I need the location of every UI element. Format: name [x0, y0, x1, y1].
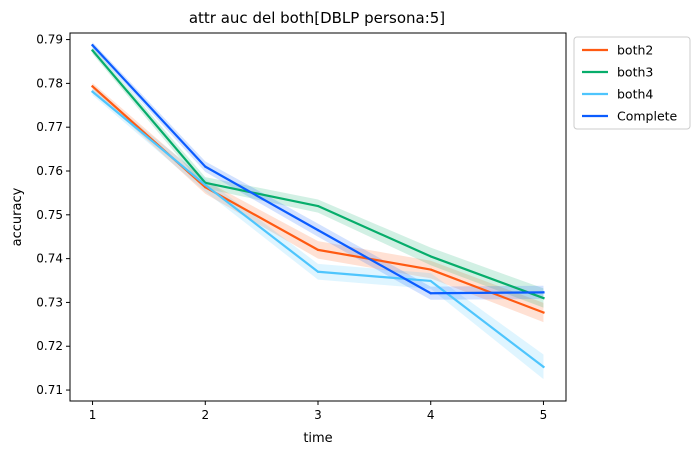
legend-label-complete: Complete: [617, 109, 678, 124]
legend-label-both2: both2: [617, 43, 653, 58]
data-point-complete: [91, 44, 94, 47]
data-point-complete: [429, 292, 432, 295]
legend: both2 both3 both4 Complete: [573, 36, 691, 130]
x-axis-ticks: 1 2 3 4 5: [89, 401, 548, 422]
series-line-both3: [90, 48, 545, 300]
x-tick-label: 1: [89, 408, 97, 422]
data-point-both2: [316, 248, 320, 251]
series-lines: [90, 43, 545, 369]
y-tick-label: 0.74: [36, 252, 63, 266]
data-point-both4: [204, 183, 207, 187]
data-point-complete: [542, 291, 545, 294]
y-tick-label: 0.71: [36, 383, 63, 397]
y-tick-label: 0.78: [36, 76, 63, 90]
x-tick-label: 5: [540, 408, 548, 422]
data-point-both2: [542, 311, 545, 314]
y-tick-label: 0.75: [36, 208, 63, 222]
data-point-both4: [542, 365, 545, 368]
data-point-complete: [204, 165, 207, 168]
y-tick-label: 0.73: [36, 295, 63, 309]
data-point-both4: [91, 90, 94, 93]
y-tick-label: 0.76: [36, 164, 63, 178]
confidence-bands: [92, 42, 544, 380]
data-point-both2: [91, 85, 94, 88]
y-tick-label: 0.79: [36, 33, 63, 47]
chart-title: attr auc del both[DBLP persona:5]: [189, 9, 445, 27]
band-both2: [92, 82, 544, 323]
data-point-both4: [316, 270, 320, 273]
data-point-both2: [429, 268, 432, 271]
data-point-both3: [542, 296, 545, 300]
data-point-both3: [91, 49, 94, 52]
x-tick-label: 3: [314, 408, 322, 422]
y-tick-label: 0.77: [36, 120, 63, 134]
legend-items: both2 both3 both4 Complete: [582, 43, 678, 124]
data-point-complete: [316, 229, 320, 232]
legend-label-both4: both4: [617, 87, 653, 102]
x-axis-label: time: [303, 431, 332, 446]
data-point-both4: [429, 279, 432, 283]
band-complete: [92, 42, 544, 300]
data-point-both3: [316, 204, 320, 208]
legend-label-both3: both3: [617, 65, 653, 80]
x-tick-label: 2: [201, 408, 209, 422]
y-tick-label: 0.72: [36, 339, 63, 353]
data-point-both3: [429, 255, 432, 258]
y-axis-label: accuracy: [10, 187, 25, 246]
x-tick-label: 4: [427, 408, 435, 422]
plot-area-frame: [69, 32, 567, 402]
y-axis-ticks: 0.71 0.72 0.73 0.74 0.75 0.76 0.77 0.78 0.79: [36, 33, 70, 397]
legend-box: [573, 36, 691, 130]
